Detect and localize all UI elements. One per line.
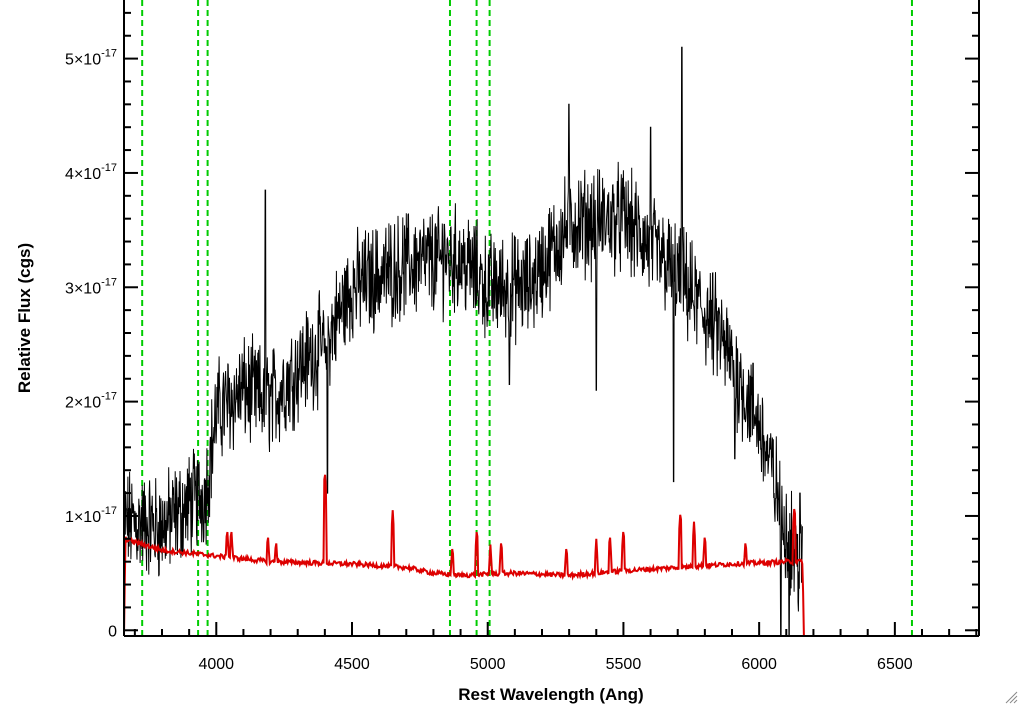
resize-grip-icon[interactable]	[1004, 690, 1018, 704]
y-tick-label: 5×10-17	[65, 48, 117, 69]
x-tick-label: 5000	[470, 656, 506, 673]
object-spectrum-line	[124, 46, 803, 636]
error-spectrum-line	[124, 474, 979, 636]
y-tick-label: 2×10-17	[65, 391, 117, 412]
x-tick-label: 4500	[334, 656, 370, 673]
y-tick-labels: 0 1×10-17 2×10-17 3×10-17 4×10-17 5×10-17	[65, 48, 117, 641]
y-tick-label: 1×10-17	[65, 505, 117, 526]
x-tick-label: 5500	[606, 656, 642, 673]
y-axis-title: Relative Flux (cgs)	[15, 243, 34, 393]
x-tick-label: 6000	[741, 656, 777, 673]
y-tick-label: 4×10-17	[65, 162, 117, 183]
axes	[123, 0, 980, 637]
tick-marks	[124, 11, 979, 636]
x-tick-labels: 4000 4500 5000 5500 6000 6500	[198, 656, 912, 673]
y-tick-label: 0	[108, 623, 117, 640]
y-tick-label: 3×10-17	[65, 276, 117, 297]
x-tick-label: 4000	[198, 656, 234, 673]
x-axis-title: Rest Wavelength (Ang)	[458, 685, 643, 704]
spectrum-series	[124, 46, 979, 636]
x-tick-label: 6500	[877, 656, 913, 673]
